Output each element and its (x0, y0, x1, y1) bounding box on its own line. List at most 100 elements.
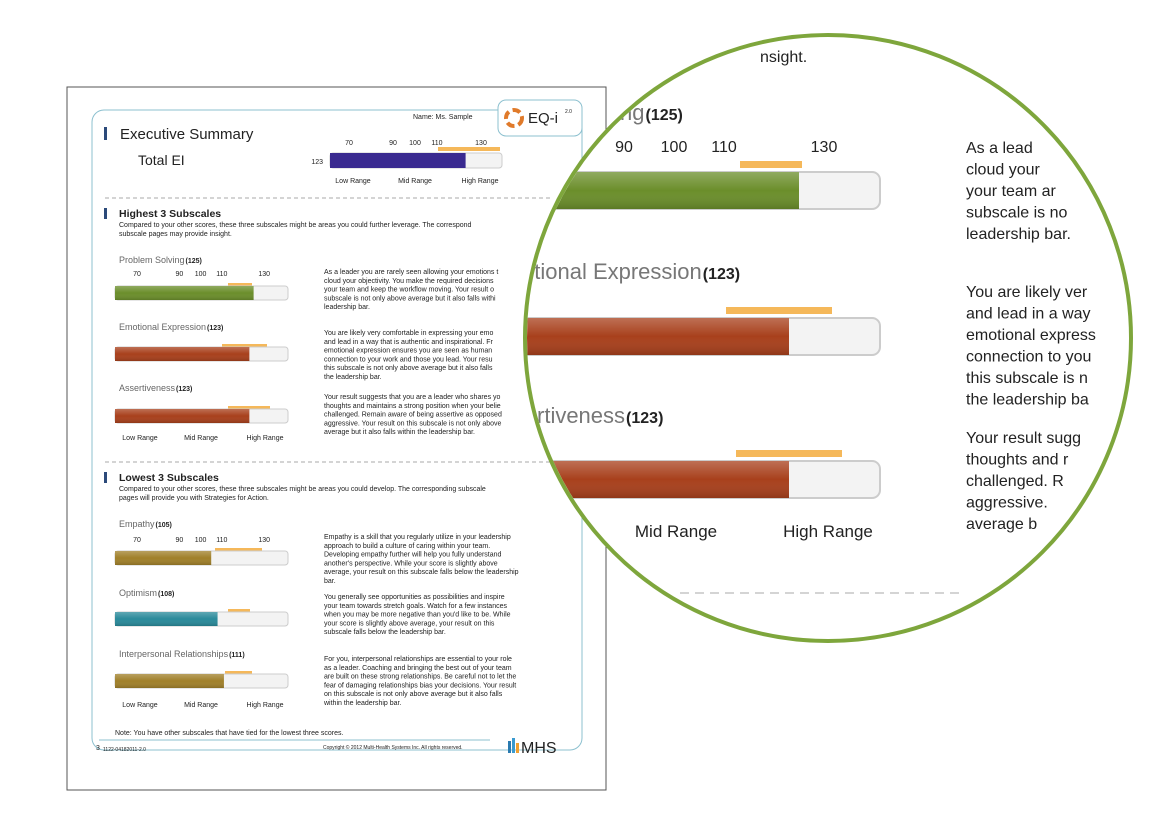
subscale-name: Emotional Expression (119, 322, 206, 332)
range-label: Mid Range (635, 522, 717, 541)
subscale-name: otional Expression (522, 259, 702, 284)
magnified-text: emotional express (966, 327, 1096, 344)
magnified-text: As a lead (966, 140, 1033, 157)
marker (104, 208, 107, 219)
subscale-score: (123) (207, 325, 223, 332)
subscale-label: Empathy(105) (119, 519, 172, 529)
leadership-bar (215, 548, 262, 551)
page-number: 3 (96, 745, 100, 752)
paragraph-line: this subscale is not only above average … (324, 365, 493, 372)
leadership-bar (740, 161, 802, 168)
paragraph-line: aggressive. Your result on this subscale… (324, 420, 502, 427)
paragraph-line: are built on these strong relationships.… (324, 674, 516, 681)
leadership-bar (438, 147, 500, 151)
section-description: subscale pages may provide insight. (119, 231, 232, 238)
bar-shine (115, 551, 212, 565)
paragraph-line: your team towards stretch goals. Watch f… (324, 603, 507, 610)
tick-label: 90 (176, 271, 184, 278)
paragraph-line: leadership bar. (324, 304, 370, 311)
title: Executive Summary (120, 126, 254, 143)
tick-label: 90 (176, 537, 184, 544)
leadership-bar (228, 609, 250, 612)
range-label: Low Range (122, 435, 158, 442)
paragraph-line: Developing empathy further will help you… (324, 552, 502, 559)
range-label: Low Range (335, 178, 371, 185)
magnified-text: leadership bar. (966, 226, 1071, 243)
bar-shine (115, 674, 224, 688)
section-description: Compared to your other scores, these thr… (119, 222, 472, 229)
magnified-text: thoughts and r (966, 452, 1069, 469)
logo-box (497, 99, 583, 137)
bar-shine (527, 318, 789, 355)
range-label: Low Range (122, 702, 158, 709)
subscale-score: (123) (176, 386, 192, 393)
magnified-text: You are likely ver (966, 284, 1088, 301)
paragraph-line: For you, interpersonal relationships are… (324, 656, 512, 663)
tick-label: 130 (811, 139, 838, 156)
paragraph-line: thoughts and maintains a strong position… (324, 403, 501, 410)
range-label: High Range (462, 178, 499, 185)
paragraph-line: the leadership bar. (324, 374, 382, 381)
doc-code: 1122-04182011-2.0 (103, 747, 146, 753)
tick-label: 130 (258, 271, 270, 278)
magnified-text: nsight. (760, 49, 807, 66)
section-description: pages will provide you with Strategies f… (119, 495, 269, 502)
paragraph-line: As a leader you are rarely seen allowing… (324, 269, 498, 276)
subscale-name: Optimism (119, 588, 157, 598)
magnified-text: Your result sugg (966, 430, 1081, 447)
subscale-score: (111) (229, 652, 245, 659)
range-label: Mid Range (184, 435, 218, 442)
magnifier-ring (523, 33, 1133, 643)
brand: MHS (521, 740, 557, 757)
paragraph-line: Empathy is a skill that you regularly ut… (324, 534, 511, 541)
copyright: Copyright © 2012 Multi-Health Systems In… (323, 744, 463, 751)
magnified-text: your team ar (966, 183, 1056, 200)
subtitle: Total EI (138, 152, 185, 168)
tick-label: 110 (711, 139, 737, 156)
paragraph-line: your score is slightly above average, yo… (324, 620, 495, 627)
tick-label: 130 (258, 537, 270, 544)
tick-label: 110 (216, 537, 227, 544)
paragraph-line: your team and keep the workflow moving. … (324, 287, 494, 294)
paragraph-line: connection to your work and those you le… (324, 356, 493, 363)
leadership-bar (228, 406, 270, 409)
subscale-label: otional Expression(123) (522, 259, 740, 284)
logo: EQ-i (528, 110, 558, 127)
subscale-score: (108) (158, 591, 174, 598)
magnified-text: challenged. R (966, 473, 1064, 490)
subscale-score: (125) (645, 107, 682, 124)
logo-sup: 2.0 (565, 109, 572, 115)
mhs-icon (508, 738, 519, 753)
paragraph-line: challenged. Remain aware of being assert… (324, 412, 502, 419)
subscale-score: (125) (186, 258, 202, 265)
range-label: Mid Range (184, 702, 218, 709)
subscale-score: (105) (156, 522, 172, 529)
subscale-name: Problem Solving (119, 255, 185, 265)
paragraph-line: within the leadership bar. (323, 700, 401, 707)
subscale-name: Interpersonal Relationships (119, 649, 229, 659)
tick-label: 100 (195, 271, 207, 278)
tick-label: 90 (389, 140, 397, 147)
subscale-name: rtiveness (537, 403, 625, 428)
bar-shine (115, 347, 250, 361)
subscale-label: Interpersonal Relationships(111) (119, 649, 245, 659)
paragraph-line: Your result suggests that you are a lead… (324, 394, 501, 401)
range-label: Mid Range (398, 178, 432, 185)
paragraph-line: average but it also falls within the lea… (324, 429, 475, 436)
range-label: High Range (247, 702, 284, 709)
paragraph-line: You generally see opportunities as possi… (324, 594, 505, 601)
magnified-text: subscale is no (966, 205, 1067, 222)
magnified-text: and lead in a way (966, 306, 1091, 323)
section-description: Compared to your other scores, these thr… (119, 486, 486, 493)
paragraph-line: cloud your objectivity. You make the req… (324, 278, 494, 285)
marker (104, 127, 107, 140)
range-label: High Range (783, 522, 873, 541)
paragraph-line: and lead in a way that is authentic and … (324, 339, 494, 346)
tick-label: 100 (409, 140, 421, 147)
score-label: 123 (311, 159, 323, 166)
subscale-label: Problem Solving(125) (119, 255, 202, 265)
marker (104, 472, 107, 483)
leadership-bar (726, 307, 832, 314)
tick-label: 100 (661, 139, 688, 156)
